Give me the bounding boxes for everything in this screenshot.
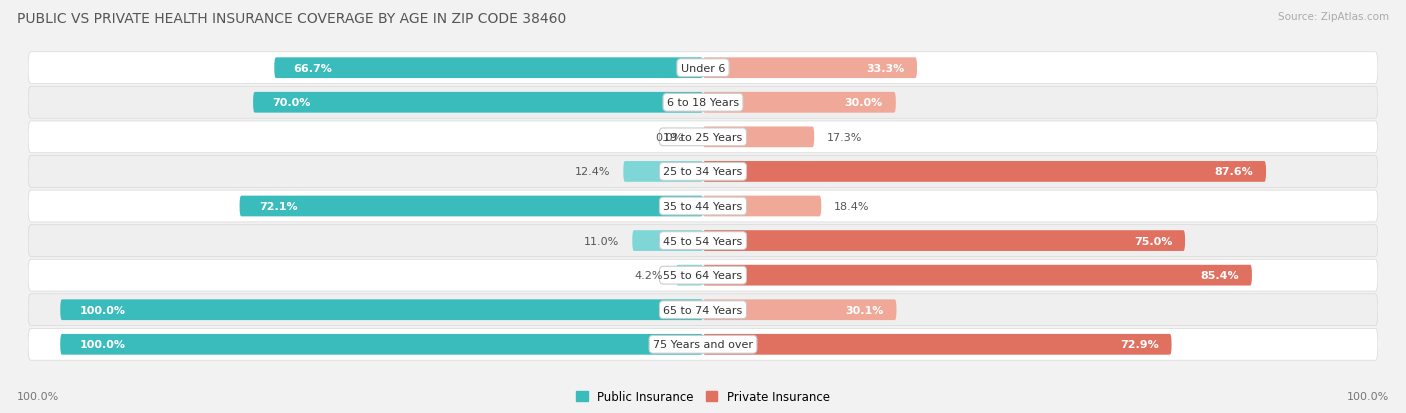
FancyBboxPatch shape [633,230,703,252]
FancyBboxPatch shape [676,265,703,286]
Text: 75.0%: 75.0% [1133,236,1173,246]
Text: 66.7%: 66.7% [294,64,332,74]
Text: 100.0%: 100.0% [80,305,125,315]
FancyBboxPatch shape [274,58,703,79]
FancyBboxPatch shape [28,294,1378,326]
Text: 35 to 44 Years: 35 to 44 Years [664,202,742,211]
Text: Under 6: Under 6 [681,64,725,74]
Text: 70.0%: 70.0% [273,98,311,108]
FancyBboxPatch shape [703,230,1185,252]
Text: Source: ZipAtlas.com: Source: ZipAtlas.com [1278,12,1389,22]
Text: 12.4%: 12.4% [575,167,610,177]
FancyBboxPatch shape [28,191,1378,222]
FancyBboxPatch shape [623,161,703,183]
FancyBboxPatch shape [28,225,1378,257]
Text: 19 to 25 Years: 19 to 25 Years [664,133,742,142]
FancyBboxPatch shape [28,156,1378,188]
FancyBboxPatch shape [703,334,1171,355]
FancyBboxPatch shape [60,334,703,355]
FancyBboxPatch shape [28,87,1378,119]
Text: 6 to 18 Years: 6 to 18 Years [666,98,740,108]
Text: 11.0%: 11.0% [585,236,620,246]
Text: 30.1%: 30.1% [845,305,883,315]
Text: 17.3%: 17.3% [827,133,862,142]
FancyBboxPatch shape [28,260,1378,291]
FancyBboxPatch shape [703,161,1265,183]
Text: 45 to 54 Years: 45 to 54 Years [664,236,742,246]
FancyBboxPatch shape [60,299,703,320]
FancyBboxPatch shape [703,196,821,217]
Text: 100.0%: 100.0% [1347,391,1389,401]
Text: 75 Years and over: 75 Years and over [652,339,754,349]
Text: PUBLIC VS PRIVATE HEALTH INSURANCE COVERAGE BY AGE IN ZIP CODE 38460: PUBLIC VS PRIVATE HEALTH INSURANCE COVER… [17,12,567,26]
Text: 33.3%: 33.3% [866,64,904,74]
FancyBboxPatch shape [703,93,896,114]
Text: 4.2%: 4.2% [634,271,664,280]
FancyBboxPatch shape [28,53,1378,84]
Text: 55 to 64 Years: 55 to 64 Years [664,271,742,280]
Text: 87.6%: 87.6% [1215,167,1253,177]
FancyBboxPatch shape [28,122,1378,153]
Text: 18.4%: 18.4% [834,202,870,211]
FancyBboxPatch shape [703,265,1251,286]
FancyBboxPatch shape [703,58,917,79]
Text: 72.9%: 72.9% [1121,339,1159,349]
Text: 0.0%: 0.0% [655,133,683,142]
Text: 25 to 34 Years: 25 to 34 Years [664,167,742,177]
Text: 72.1%: 72.1% [259,202,298,211]
Text: 65 to 74 Years: 65 to 74 Years [664,305,742,315]
Text: 100.0%: 100.0% [80,339,125,349]
FancyBboxPatch shape [239,196,703,217]
FancyBboxPatch shape [703,127,814,148]
Legend: Public Insurance, Private Insurance: Public Insurance, Private Insurance [571,385,835,408]
FancyBboxPatch shape [703,299,897,320]
Text: 30.0%: 30.0% [845,98,883,108]
Text: 100.0%: 100.0% [17,391,59,401]
Text: 85.4%: 85.4% [1201,271,1239,280]
FancyBboxPatch shape [253,93,703,114]
FancyBboxPatch shape [28,329,1378,360]
